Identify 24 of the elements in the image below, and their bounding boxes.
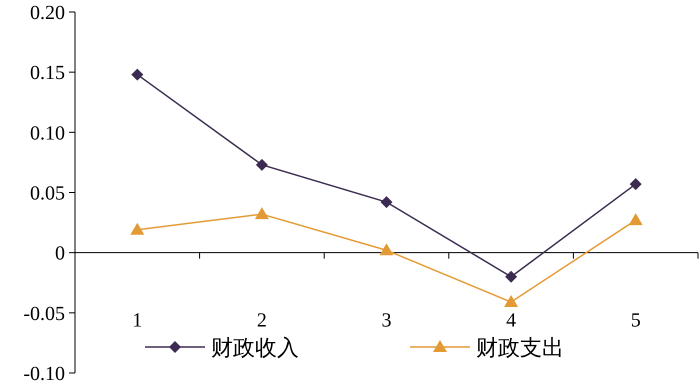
point xyxy=(380,243,394,256)
x-tick-label: 1 xyxy=(132,310,142,332)
point xyxy=(131,68,144,81)
y-tick-label: -0.10 xyxy=(23,363,65,382)
legend-label: 财政支出 xyxy=(476,335,564,360)
legend-label: 财政收入 xyxy=(211,335,299,360)
point xyxy=(130,222,144,235)
y-tick-label: 0.10 xyxy=(30,122,65,144)
point xyxy=(628,213,643,226)
point xyxy=(254,207,269,220)
point xyxy=(256,158,268,171)
point xyxy=(504,295,518,308)
y-tick-label: 0.15 xyxy=(30,62,65,84)
y-tick-label: 0.05 xyxy=(30,182,65,204)
y-tick-label: 0.20 xyxy=(30,2,65,24)
x-tick-label: 2 xyxy=(256,310,267,332)
x-tick-label: 3 xyxy=(382,310,392,332)
y-tick-label: -0.05 xyxy=(23,302,65,325)
point xyxy=(630,178,642,190)
y-tick-label: 0 xyxy=(55,242,65,265)
point xyxy=(380,196,392,208)
point xyxy=(505,270,518,283)
x-tick-label: 4 xyxy=(506,310,516,332)
x-tick-label: 5 xyxy=(630,310,641,332)
